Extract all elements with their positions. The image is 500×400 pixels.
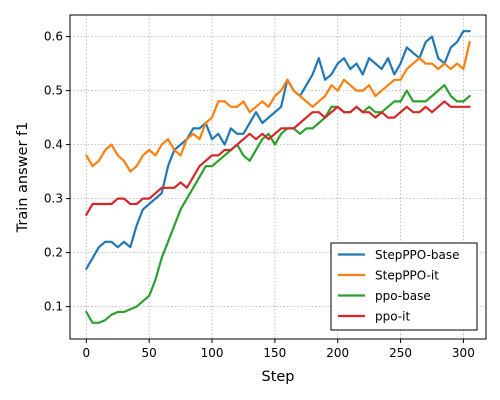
x-tick-label: 0: [83, 346, 91, 360]
plot-frame: [69, 14, 487, 340]
x-tick-label: 250: [389, 346, 412, 360]
y-axis-label: Train answer f1: [15, 122, 31, 234]
y-tick-label: 0.4: [44, 138, 63, 152]
legend-entry-stepppo-base: StepPPO-base: [375, 248, 460, 262]
y-tick-label: 0.5: [44, 84, 63, 98]
axes: 0 50 100 150 200 250 300 0.1 0.2 0.3 0.4 0.5 0.6: [44, 14, 487, 360]
y-tick-label: 0.3: [44, 192, 63, 206]
series-line-ppo-base: [85, 84, 471, 324]
x-axis-label: Step: [261, 369, 294, 385]
legend-entry-stepppo-it: StepPPO-it: [375, 269, 439, 283]
x-tick-label: 50: [142, 346, 157, 360]
y-tick-label: 0.1: [44, 300, 63, 314]
series-line-stepppo-base: [85, 30, 471, 270]
series-lines: [85, 30, 471, 324]
grid: [70, 15, 486, 339]
x-tick-label: 200: [326, 346, 349, 360]
legend-entry-ppo-base: ppo-base: [375, 289, 431, 303]
series-line-stepppo-it: [85, 40, 471, 173]
x-tick-label: 150: [263, 346, 286, 360]
series-line-ppo-it: [85, 100, 471, 216]
x-tick-label: 100: [201, 346, 224, 360]
legend: StepPPO-base StepPPO-it ppo-base ppo-it: [330, 242, 478, 331]
x-tick-label: 300: [452, 346, 475, 360]
y-tick-label: 0.2: [44, 246, 63, 260]
y-tick-label: 0.6: [44, 30, 63, 44]
legend-entry-ppo-it: ppo-it: [375, 310, 410, 324]
